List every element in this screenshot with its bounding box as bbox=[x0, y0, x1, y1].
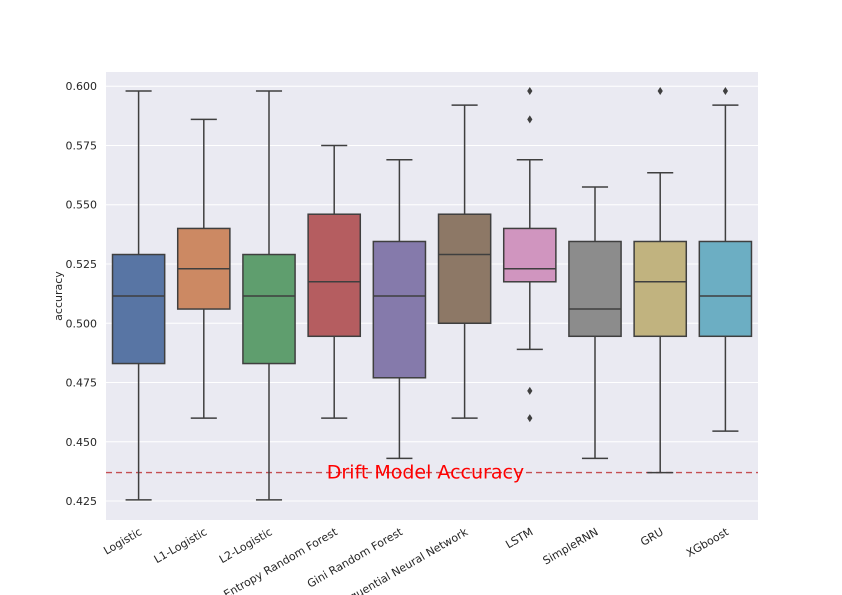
y-tick-label: 0.500 bbox=[66, 317, 98, 330]
x-tick-label: LSTM bbox=[503, 525, 535, 551]
outlier-point bbox=[527, 115, 533, 124]
x-tick-label: GRU bbox=[638, 525, 665, 548]
y-tick-label: 0.550 bbox=[66, 199, 98, 212]
y-gridlines bbox=[106, 85, 758, 502]
outlier-point bbox=[527, 414, 533, 423]
x-tick-label: SimpleRNN bbox=[541, 525, 601, 567]
annotation-text: Drift Model Accuracy bbox=[327, 462, 524, 484]
outlier-point bbox=[527, 86, 533, 95]
box-group bbox=[633, 86, 688, 474]
x-tick-label: Entropy Random Forest bbox=[221, 525, 340, 595]
box-iqr bbox=[437, 213, 492, 325]
outlier-point bbox=[527, 386, 533, 395]
y-tick-labels: 0.425 0.450 0.475 0.500 0.525 0.550 0.575 0.600 bbox=[66, 80, 98, 508]
x-tick-label: Logistic bbox=[101, 525, 144, 557]
box-group bbox=[242, 90, 296, 501]
y-tick-label: 0.425 bbox=[66, 495, 98, 508]
box-iqr bbox=[307, 213, 362, 338]
outlier-point bbox=[722, 86, 728, 95]
box-group bbox=[307, 144, 362, 419]
annotations: Drift Model Accuracy bbox=[327, 462, 524, 484]
box-group bbox=[568, 186, 622, 460]
box-iqr bbox=[633, 240, 688, 338]
x-tick-label: L1-Logistic bbox=[152, 525, 210, 566]
box-group bbox=[111, 90, 166, 501]
outlier-point bbox=[657, 86, 663, 95]
box-series bbox=[111, 86, 753, 501]
y-tick-label: 0.475 bbox=[66, 377, 98, 390]
box-iqr bbox=[111, 253, 166, 365]
box-iqr bbox=[502, 227, 557, 283]
box-iqr bbox=[698, 240, 753, 338]
box-group bbox=[372, 158, 427, 460]
x-tick-label: L2-Logistic bbox=[217, 525, 275, 566]
y-tick-label: 0.450 bbox=[66, 436, 98, 449]
box-group bbox=[698, 86, 753, 432]
box-iqr bbox=[568, 240, 622, 338]
y-axis-label: accuracy bbox=[52, 271, 65, 321]
y-tick-label: 0.575 bbox=[66, 139, 98, 152]
box-group bbox=[437, 104, 492, 419]
x-tick-label: XGboost bbox=[684, 525, 731, 560]
box-iqr bbox=[242, 253, 296, 365]
y-tick-label: 0.525 bbox=[66, 258, 98, 271]
box-group bbox=[176, 118, 231, 419]
y-tick-label: 0.600 bbox=[66, 80, 98, 93]
box-iqr bbox=[372, 240, 427, 379]
box-group bbox=[502, 86, 557, 423]
